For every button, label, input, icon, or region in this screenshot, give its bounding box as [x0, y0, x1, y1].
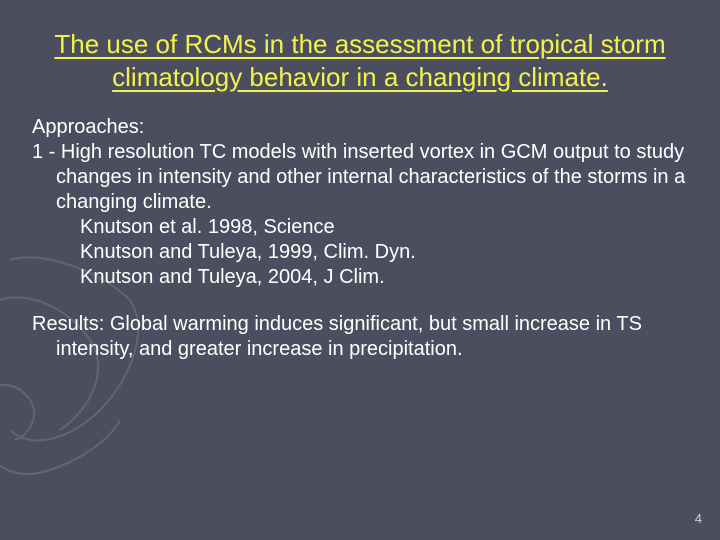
approaches-block: Approaches: 1 - High resolution TC model… [32, 115, 688, 290]
approaches-label: Approaches: [32, 115, 688, 140]
references-list: Knutson et al. 1998, Science Knutson and… [32, 215, 688, 290]
reference-item: Knutson et al. 1998, Science [80, 215, 688, 240]
results-block: Results: Global warming induces signific… [32, 312, 688, 362]
reference-item: Knutson and Tuleya, 1999, Clim. Dyn. [80, 240, 688, 265]
page-number: 4 [695, 511, 702, 526]
results-text: Global warming induces significant, but … [56, 313, 642, 360]
slide-title: The use of RCMs in the assessment of tro… [32, 28, 688, 93]
approach-text: High resolution TC models with inserted … [56, 141, 685, 213]
results-label: Results: [32, 313, 104, 335]
reference-item: Knutson and Tuleya, 2004, J Clim. [80, 265, 688, 290]
approach-item: 1 - High resolution TC models with inser… [32, 140, 688, 215]
slide-content: The use of RCMs in the assessment of tro… [24, 24, 696, 516]
approach-number: 1 - [32, 141, 55, 163]
